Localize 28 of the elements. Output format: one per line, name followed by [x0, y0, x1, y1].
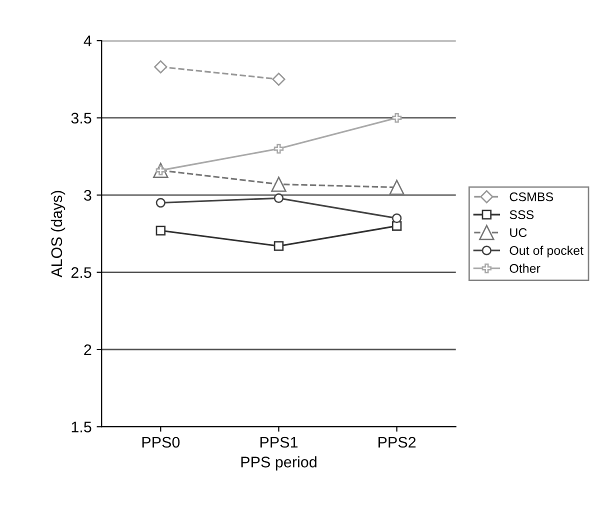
- x-tick-label: PPS0: [142, 436, 180, 448]
- legend-label: UC: [510, 228, 527, 238]
- x-tick-label: PPS2: [378, 436, 416, 448]
- legend-label: Out of pocket: [510, 246, 584, 258]
- point: [389, 180, 404, 195]
- y-tick-label: 2: [84, 344, 92, 356]
- point: [274, 193, 284, 204]
- point: [272, 72, 286, 86]
- x-axis-title: PPS period: [241, 456, 316, 470]
- point: [392, 213, 402, 224]
- y-tick-label: 3: [84, 190, 92, 201]
- point: [154, 60, 168, 74]
- legend-label: CSMBS: [510, 192, 554, 202]
- point: [156, 226, 166, 236]
- point: [156, 198, 166, 208]
- point: [274, 241, 284, 251]
- point: [392, 112, 402, 123]
- legend-label: SSS: [510, 210, 534, 220]
- point: [271, 176, 286, 192]
- point: [274, 144, 284, 154]
- y-tick-label: 2.5: [71, 267, 92, 278]
- y-tick-label: 1.5: [72, 422, 92, 432]
- y-tick-label: 3.5: [71, 112, 92, 124]
- x-tick-label: PPS1: [260, 436, 298, 448]
- y-tick-label: 4: [84, 36, 92, 46]
- y-axis-title: ALOS (days): [50, 190, 66, 278]
- point: [392, 221, 402, 231]
- legend-label: Other: [510, 264, 540, 273]
